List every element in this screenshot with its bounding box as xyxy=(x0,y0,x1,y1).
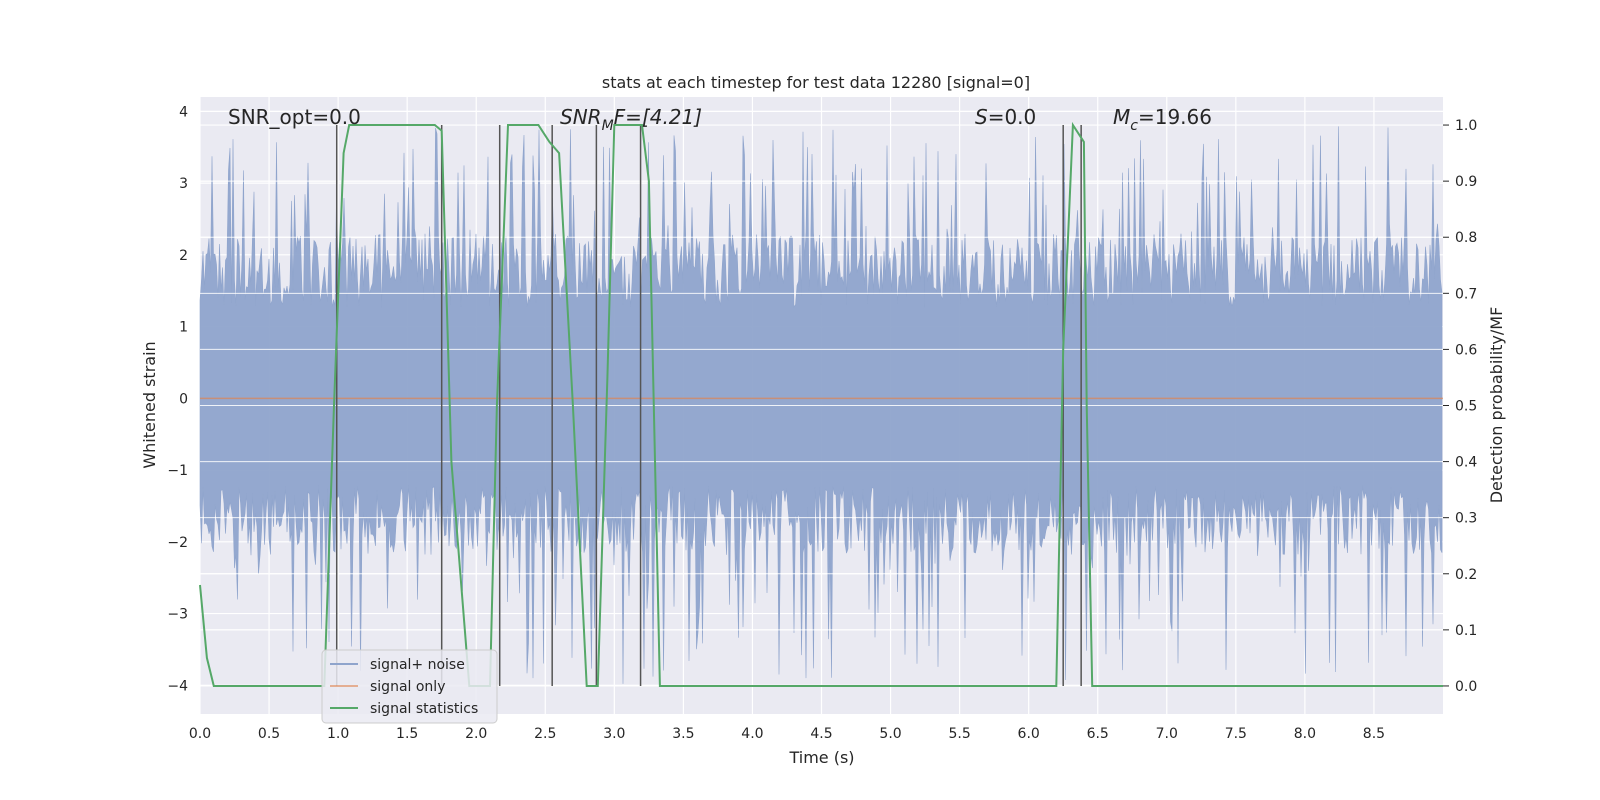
x-tick-label: 7.0 xyxy=(1156,726,1178,742)
left-y-tick-label: −4 xyxy=(167,678,188,694)
left-y-tick-label: 3 xyxy=(179,176,188,192)
left-y-tick-label: −3 xyxy=(167,607,188,623)
x-tick-label: 5.0 xyxy=(879,726,901,742)
x-tick-label: 3.0 xyxy=(603,726,625,742)
x-tick-label: 6.0 xyxy=(1018,726,1040,742)
svg-text:SNR_opt=0.0: SNR_opt=0.0 xyxy=(228,105,361,129)
right-y-tick-label: 0.8 xyxy=(1455,230,1477,246)
x-tick-label: 3.5 xyxy=(672,726,694,742)
left-y-tick-label: 2 xyxy=(179,248,188,264)
right-y-tick-label: 1.0 xyxy=(1455,118,1477,134)
x-tick-label: 4.0 xyxy=(741,726,763,742)
x-axis-ticks: 0.0 0.5 1.0 1.5 2.0 2.5 3.0 3.5 4.0 4.5 5.0 5.5 6.0 6… xyxy=(189,726,1385,742)
right-y-tick-label: 0.9 xyxy=(1455,174,1477,190)
x-tick-label: 2.0 xyxy=(465,726,487,742)
x-tick-label: 2.5 xyxy=(534,726,556,742)
right-y-axis-label: Detection probability/MF xyxy=(1487,307,1506,504)
right-y-tick-label: 0.7 xyxy=(1455,286,1477,302)
annotation-mc: Mc=19.66 xyxy=(1113,105,1212,134)
right-y-tick-label: 0.1 xyxy=(1455,623,1477,639)
annotation-snr-mf: SNRMF=[4.21] xyxy=(560,105,702,134)
left-y-tick-label: −1 xyxy=(167,463,188,479)
legend-box xyxy=(321,649,498,724)
legend-label-stats: signal statistics xyxy=(370,701,478,717)
x-tick-label: 8.5 xyxy=(1363,726,1385,742)
legend: signal+ noise signal only signal statist… xyxy=(321,649,498,724)
left-y-tick-label: 0 xyxy=(179,391,188,407)
left-y-tick-label: 1 xyxy=(179,320,188,336)
x-tick-label: 0.5 xyxy=(258,726,280,742)
right-y-tick-label: 0.6 xyxy=(1455,342,1477,358)
x-tick-label: 8.0 xyxy=(1294,726,1316,742)
chart-title: stats at each timestep for test data 122… xyxy=(602,73,1030,92)
right-y-tick-label: 0.5 xyxy=(1455,399,1477,415)
left-y-tick-label: 4 xyxy=(179,104,188,120)
legend-label-noise: signal+ noise xyxy=(370,657,465,673)
x-tick-label: 5.5 xyxy=(948,726,970,742)
annotation-s: S=0.0 xyxy=(975,105,1036,129)
vertical-markers xyxy=(335,125,1082,686)
signal-statistics-line xyxy=(199,121,1443,687)
x-tick-label: 6.5 xyxy=(1087,726,1109,742)
right-y-tick-label: 0.2 xyxy=(1455,567,1477,583)
x-axis-label: Time (s) xyxy=(788,748,854,767)
right-y-tick-label: 0.3 xyxy=(1455,511,1477,527)
left-y-tick-label: −2 xyxy=(167,535,188,551)
legend-label-signal: signal only xyxy=(370,679,445,695)
right-y-axis-ticks: 0.0 0.1 0.2 0.3 0.4 0.5 0.6 0.7 0.8 0.9 1.0 xyxy=(1443,118,1477,695)
x-tick-label: 1.5 xyxy=(396,726,418,742)
right-y-tick-label: 0.4 xyxy=(1455,455,1477,471)
left-y-axis-label: Whitened strain xyxy=(140,341,159,468)
x-tick-label: 1.0 xyxy=(327,726,349,742)
right-y-tick-label: 0.0 xyxy=(1455,679,1477,695)
x-tick-label: 4.5 xyxy=(810,726,832,742)
annotation-snr-opt: SNR_opt=0.0 xyxy=(228,105,361,129)
signal-statistics-series xyxy=(199,121,1443,687)
x-tick-label: 0.0 xyxy=(189,726,211,742)
x-tick-label: 7.5 xyxy=(1225,726,1247,742)
noise-series xyxy=(199,124,1443,687)
left-y-axis-ticks: −4 −3 −2 −1 0 1 2 3 4 xyxy=(167,104,188,694)
